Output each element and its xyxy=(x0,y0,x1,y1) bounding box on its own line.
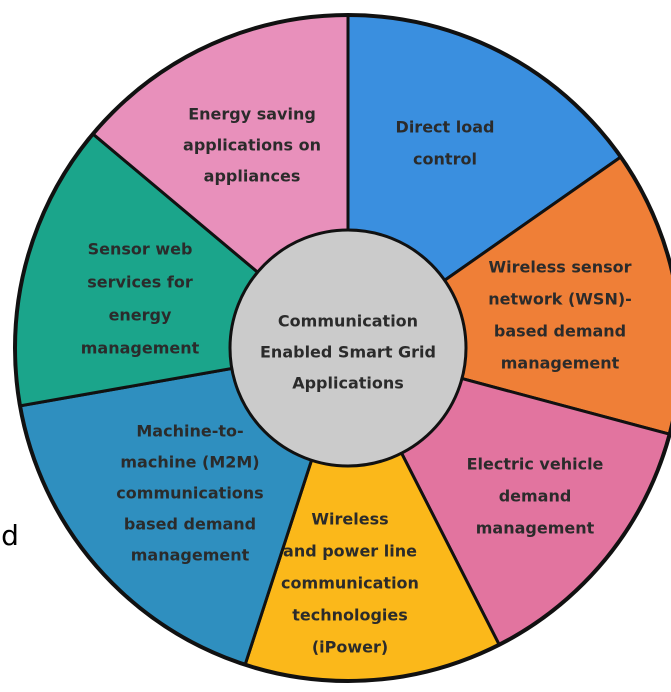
cropped-text: d xyxy=(1,519,19,552)
sector-label: Machine-to- xyxy=(136,422,243,441)
center-label: Communication xyxy=(278,312,418,331)
sector-label: and power line xyxy=(283,542,417,561)
sector-label: appliances xyxy=(204,167,301,186)
sector-label: management xyxy=(81,339,200,358)
sector-label: Wireless sensor xyxy=(489,258,632,277)
center-label: Applications xyxy=(292,374,404,393)
sector-label: technologies xyxy=(292,606,408,625)
sector-label: management xyxy=(476,519,595,538)
sector-label: based demand xyxy=(494,322,626,341)
sector-label: Direct load xyxy=(396,118,495,137)
sector-label: Electric vehicle xyxy=(467,455,604,474)
sector-label: applications on xyxy=(183,136,321,155)
sector-label: network (WSN)- xyxy=(488,290,632,309)
sector-label: management xyxy=(131,546,250,565)
sector-label: Sensor web xyxy=(88,240,193,259)
sector-label: (iPower) xyxy=(312,638,388,657)
outer-ring xyxy=(13,13,671,683)
sector-label: demand xyxy=(499,487,572,506)
sector-label: communication xyxy=(281,574,419,593)
center-circle xyxy=(228,228,468,468)
center-label: Enabled Smart Grid xyxy=(260,343,436,362)
sector-label: communications xyxy=(116,484,263,503)
sector-label: services for xyxy=(87,273,193,292)
sector-label: energy xyxy=(109,306,172,325)
sector-label: control xyxy=(413,150,477,169)
sector-label: based demand xyxy=(124,515,256,534)
sector-label: Energy saving xyxy=(188,105,316,124)
sector-label: Wireless xyxy=(311,510,388,529)
sector-label: machine (M2M) xyxy=(120,453,259,472)
sector-label: management xyxy=(501,354,620,373)
